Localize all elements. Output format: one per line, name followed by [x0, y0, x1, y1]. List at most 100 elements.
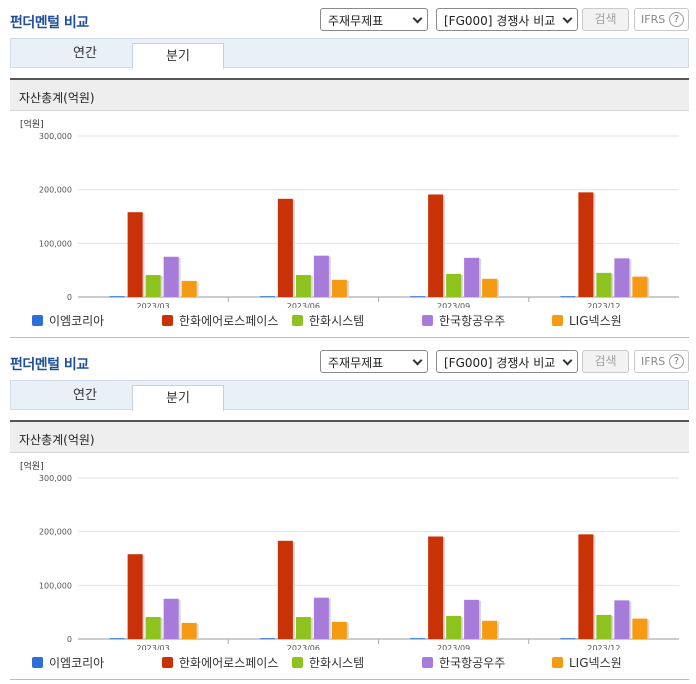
bar [560, 296, 576, 298]
bar [578, 192, 594, 297]
chart-title: 자산총계(억원) [10, 422, 689, 453]
chevron-down-icon [412, 355, 423, 366]
bar-chart: [억원] 0 100,000 200,000 300,000 2023/03 2023/06… [20, 118, 679, 308]
bar [145, 616, 161, 639]
y-tick-label: 100,000 [39, 581, 72, 590]
bar [428, 194, 444, 297]
bar [410, 296, 426, 298]
bar [109, 638, 125, 640]
compare-select[interactable]: [FG000] 경쟁사 비교 [436, 8, 578, 31]
period-tabs: 연간 분기 [10, 38, 689, 69]
help-icon[interactable]: ? [669, 12, 684, 27]
legend-item[interactable]: 한화시스템 [292, 654, 364, 671]
ifrs-button[interactable]: IFRS ? [634, 350, 689, 373]
legend-swatch [162, 315, 173, 326]
bar [277, 198, 293, 297]
panel-title: 펀더멘털 비교 [10, 15, 89, 31]
chart-container: 자산총계(억원) [억원] 0 100,000 200,000 300,000 2023/… [10, 420, 689, 680]
bar [464, 257, 480, 297]
bar [163, 598, 179, 639]
legend-label: 한국항공우주 [439, 656, 506, 670]
y-tick-label: 200,000 [39, 528, 72, 537]
legend-swatch [292, 315, 303, 326]
fundamental-panel: 펀더멘털 비교 주재무제표 [FG000] 경쟁사 비교 검색 IFRS ? 연… [10, 8, 689, 338]
fundamental-panel: 펀더멘털 비교 주재무제표 [FG000] 경쟁사 비교 검색 IFRS ? 연… [0, 342, 696, 684]
ifrs-button[interactable]: IFRS ? [634, 8, 689, 31]
x-tick-label: 2023/06 [287, 644, 320, 650]
bar [259, 638, 275, 640]
search-button[interactable]: 검색 [582, 350, 629, 373]
compare-select[interactable]: [FG000] 경쟁사 비교 [436, 350, 578, 373]
bar [578, 534, 594, 639]
ifrs-label: IFRS [641, 355, 666, 368]
tab-quarterly[interactable]: 분기 [132, 385, 224, 411]
bar [313, 255, 329, 297]
legend-swatch [292, 657, 303, 668]
y-axis-unit-label: [억원] [20, 460, 44, 472]
bar [632, 618, 648, 639]
bar [295, 274, 311, 297]
ifrs-label: IFRS [641, 13, 666, 26]
bar [632, 276, 648, 297]
bar [259, 296, 275, 298]
legend-label: LIG넥스원 [569, 314, 622, 328]
legend-swatch [422, 657, 433, 668]
legend-label: LIG넥스원 [569, 656, 622, 670]
tab-annual[interactable]: 연간 [73, 46, 97, 61]
statement-select[interactable]: 주재무제표 [320, 350, 428, 373]
legend-item[interactable]: 한화에어로스페이스 [162, 312, 278, 329]
x-tick-label: 2023/09 [437, 644, 470, 650]
legend-item[interactable]: 한국항공우주 [422, 312, 505, 329]
chevron-down-icon [412, 13, 423, 24]
tab-quarterly[interactable]: 분기 [132, 43, 224, 69]
statement-select-value: 주재무제표 [328, 356, 384, 370]
bar [464, 599, 480, 639]
compare-select-value: [FG000] 경쟁사 비교 [444, 14, 556, 28]
bar [313, 597, 329, 639]
statement-select[interactable]: 주재무제표 [320, 8, 428, 31]
legend-item[interactable]: 한화에어로스페이스 [162, 654, 278, 671]
y-tick-label: 100,000 [39, 239, 72, 248]
bar [331, 279, 347, 297]
x-tick-label: 2023/03 [137, 644, 170, 650]
legend-label: 한화에어로스페이스 [179, 656, 279, 670]
legend-item[interactable]: 이엠코리아 [32, 312, 104, 329]
bar [145, 274, 161, 297]
legend-item[interactable]: LIG넥스원 [552, 312, 622, 329]
panel-title: 펀더멘털 비교 [10, 357, 89, 373]
bar [109, 296, 125, 298]
bar [596, 272, 612, 297]
bar [163, 256, 179, 297]
search-button[interactable]: 검색 [582, 8, 629, 31]
legend-swatch [32, 657, 43, 668]
legend-item[interactable]: LIG넥스원 [552, 654, 622, 671]
chart-legend: 이엠코리아 한화에어로스페이스 한화시스템 한국항공우주 LIG넥스원 [32, 312, 682, 330]
x-tick-label: 2023/06 [287, 302, 320, 308]
bar [614, 258, 630, 297]
legend-swatch [552, 315, 563, 326]
help-icon[interactable]: ? [669, 354, 684, 369]
bar [596, 614, 612, 639]
chevron-down-icon [562, 355, 573, 366]
legend-label: 한화에어로스페이스 [179, 314, 279, 328]
y-tick-label: 0 [67, 635, 72, 644]
x-tick-label: 2023/03 [137, 302, 170, 308]
legend-item[interactable]: 이엠코리아 [32, 654, 104, 671]
x-tick-label: 2023/09 [437, 302, 470, 308]
y-tick-label: 300,000 [39, 132, 72, 141]
y-tick-label: 0 [67, 293, 72, 302]
period-tabs: 연간 분기 [10, 380, 689, 411]
legend-item[interactable]: 한화시스템 [292, 312, 364, 329]
bar [331, 621, 347, 639]
x-tick-label: 2023/12 [587, 302, 620, 308]
chart-legend: 이엠코리아 한화에어로스페이스 한화시스템 한국항공우주 LIG넥스원 [32, 654, 682, 672]
y-axis-unit-label: [억원] [20, 118, 44, 130]
legend-item[interactable]: 한국항공우주 [422, 654, 505, 671]
bar [181, 622, 197, 639]
statement-select-value: 주재무제표 [328, 14, 384, 28]
compare-select-value: [FG000] 경쟁사 비교 [444, 356, 556, 370]
legend-label: 이엠코리아 [49, 656, 105, 670]
bar [127, 554, 143, 639]
legend-swatch [552, 657, 563, 668]
tab-annual[interactable]: 연간 [73, 388, 97, 403]
